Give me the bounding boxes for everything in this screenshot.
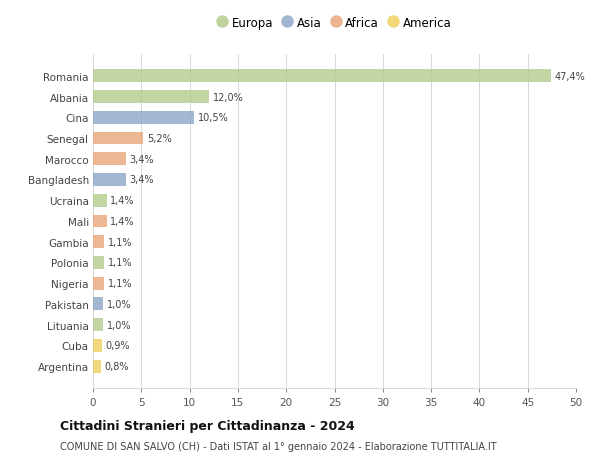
Text: 12,0%: 12,0% bbox=[213, 92, 244, 102]
Bar bbox=[93, 236, 104, 249]
Bar bbox=[93, 153, 126, 166]
Bar bbox=[93, 215, 107, 228]
Text: 1,1%: 1,1% bbox=[107, 258, 132, 268]
Text: 10,5%: 10,5% bbox=[198, 113, 229, 123]
Bar bbox=[93, 277, 104, 290]
Bar bbox=[93, 360, 101, 373]
Bar bbox=[93, 319, 103, 331]
Text: 0,8%: 0,8% bbox=[104, 361, 129, 371]
Bar bbox=[93, 132, 143, 145]
Bar bbox=[93, 339, 101, 352]
Text: 1,4%: 1,4% bbox=[110, 217, 135, 226]
Text: Cittadini Stranieri per Cittadinanza - 2024: Cittadini Stranieri per Cittadinanza - 2… bbox=[60, 420, 355, 432]
Bar bbox=[93, 257, 104, 269]
Bar bbox=[93, 91, 209, 104]
Text: 1,0%: 1,0% bbox=[107, 299, 131, 309]
Text: 47,4%: 47,4% bbox=[555, 72, 586, 82]
Bar bbox=[93, 174, 126, 186]
Text: COMUNE DI SAN SALVO (CH) - Dati ISTAT al 1° gennaio 2024 - Elaborazione TUTTITAL: COMUNE DI SAN SALVO (CH) - Dati ISTAT al… bbox=[60, 441, 497, 451]
Text: 1,0%: 1,0% bbox=[107, 320, 131, 330]
Bar bbox=[93, 194, 107, 207]
Text: 5,2%: 5,2% bbox=[147, 134, 172, 144]
Text: 0,9%: 0,9% bbox=[106, 341, 130, 351]
Bar bbox=[93, 298, 103, 311]
Text: 3,4%: 3,4% bbox=[130, 154, 154, 164]
Text: 3,4%: 3,4% bbox=[130, 175, 154, 185]
Text: 1,1%: 1,1% bbox=[107, 279, 132, 289]
Text: 1,1%: 1,1% bbox=[107, 237, 132, 247]
Legend: Europa, Asia, Africa, America: Europa, Asia, Africa, America bbox=[215, 14, 454, 32]
Bar bbox=[93, 70, 551, 83]
Text: 1,4%: 1,4% bbox=[110, 196, 135, 206]
Bar bbox=[93, 112, 194, 124]
